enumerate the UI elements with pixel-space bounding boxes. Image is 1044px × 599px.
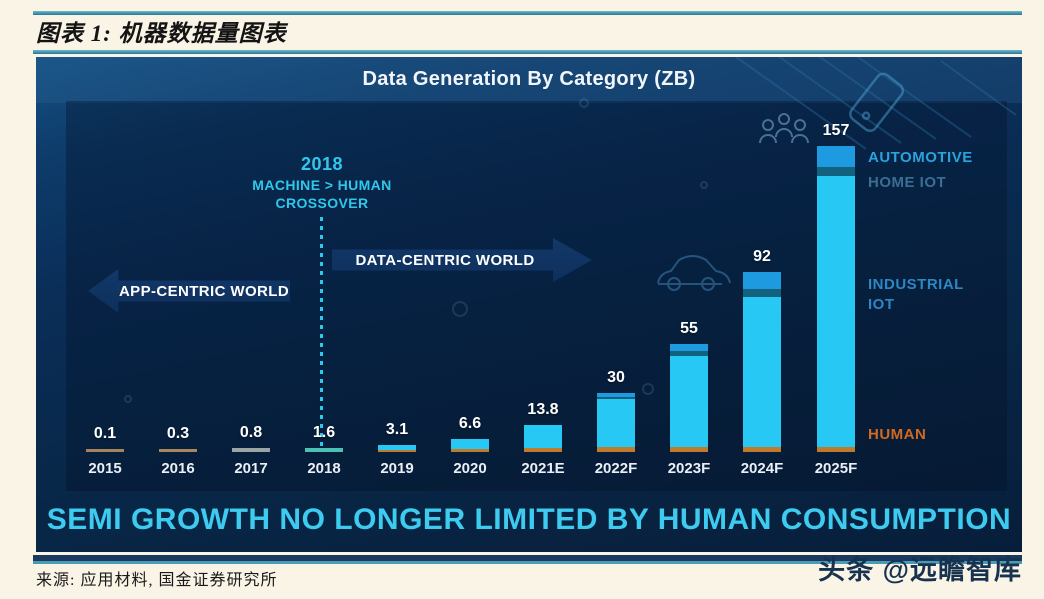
bar-value-label: 0.1	[93, 425, 117, 442]
data-centric-label: DATA-CENTRIC WORLD	[355, 251, 535, 269]
bar-segment	[743, 447, 781, 452]
bar-2022F	[597, 393, 635, 452]
bar-segment	[670, 351, 708, 356]
app-centric-label: APP-CENTRIC WORLD	[118, 282, 290, 300]
bar-value-label: 13.8	[527, 401, 559, 418]
x-axis-label: 2023F	[667, 460, 711, 477]
bar-2018	[305, 448, 343, 452]
bar-2017	[232, 448, 270, 452]
bar-value-label: 1.6	[312, 424, 336, 441]
crossover-annotation: 2018 MACHINE > HUMAN CROSSOVER	[222, 154, 422, 211]
bar-2021E	[524, 425, 562, 452]
bar-2024F	[743, 272, 781, 452]
crossover-line1: MACHINE > HUMAN	[252, 177, 392, 193]
x-axis-label: 2015	[88, 460, 122, 477]
header-bottom-rule	[33, 50, 1022, 54]
chart-title: Data Generation By Category (ZB)	[362, 68, 696, 90]
bar-segment	[378, 445, 416, 450]
bar-value-label: 3.1	[385, 421, 409, 438]
footer-navy-rule	[33, 555, 1022, 561]
bar-value-label: 0.3	[166, 425, 190, 442]
bar-segment	[597, 397, 635, 399]
bar-value-label: 30	[607, 369, 625, 386]
source-text: 来源: 应用材料, 国金证券研究所	[36, 572, 278, 589]
bar-segment	[524, 448, 562, 452]
bar-segment	[817, 146, 855, 167]
bar-segment	[378, 450, 416, 452]
bar-segment	[670, 344, 708, 351]
bar-segment	[597, 399, 635, 447]
bar-segment	[743, 289, 781, 297]
bar-segment	[159, 449, 197, 452]
x-axis-label: 2018	[307, 460, 341, 477]
x-axis-label: 2021E	[521, 460, 565, 477]
x-axis-label: 2017	[234, 460, 268, 477]
footer-teal-rule	[33, 561, 1022, 564]
bar-segment	[451, 439, 489, 449]
bar-value-label: 157	[822, 122, 850, 139]
legend-industrial-iot: INDUSTRIAL IOT	[868, 276, 964, 313]
bar-segment	[232, 448, 270, 452]
bar-value-label: 92	[753, 248, 771, 265]
bar-2020	[451, 439, 489, 452]
bar-segment	[597, 393, 635, 397]
bar-segment	[670, 356, 708, 447]
page-title: 图表 1: 机器数据量图表	[36, 21, 287, 46]
bar-value-label: 6.6	[458, 415, 482, 432]
crossover-year: 2018	[300, 154, 344, 174]
watermark: 头条 @远瞻智库	[818, 555, 1022, 585]
bar-2025F	[817, 146, 855, 452]
chart-panel: Data Generation By Category (ZB) 2018 MA…	[36, 57, 1022, 552]
legend-human: HUMAN	[868, 426, 927, 443]
legend-automotive: AUTOMOTIVE	[868, 149, 973, 166]
x-axis-label: 2025F	[814, 460, 858, 477]
bar-segment	[817, 167, 855, 176]
bar-segment	[817, 447, 855, 452]
bar-segment	[670, 447, 708, 452]
header-top-rule	[33, 11, 1022, 15]
x-axis-label: 2019	[380, 460, 414, 477]
bar-segment	[597, 447, 635, 452]
crossover-line2: CROSSOVER	[275, 195, 369, 211]
bar-2023F	[670, 344, 708, 452]
bar-2019	[378, 445, 416, 452]
x-axis-label: 2016	[161, 460, 195, 477]
x-axis-label: 2024F	[740, 460, 784, 477]
bar-segment	[743, 297, 781, 447]
crossover-dotted-line	[320, 217, 323, 447]
bar-segment	[86, 449, 124, 452]
bar-segment	[451, 449, 489, 452]
bar-value-label: 55	[680, 320, 698, 337]
bar-2016	[159, 449, 197, 452]
bar-segment	[743, 272, 781, 289]
bars-container: 0.1 2015 0.3 2016 0.8 2017 1.6 2018 3.1 2019 6.6 20…	[36, 57, 1022, 552]
bar-segment	[817, 176, 855, 447]
x-axis-label: 2022F	[594, 460, 638, 477]
x-axis-label: 2020	[453, 460, 487, 477]
bar-value-label: 0.8	[239, 424, 263, 441]
bar-2015	[86, 449, 124, 452]
bar-segment	[524, 425, 562, 448]
bar-segment	[305, 448, 343, 452]
legend-home-iot: HOME IOT	[868, 174, 947, 191]
banner-text: SEMI GROWTH NO LONGER LIMITED BY HUMAN C…	[46, 503, 1012, 536]
